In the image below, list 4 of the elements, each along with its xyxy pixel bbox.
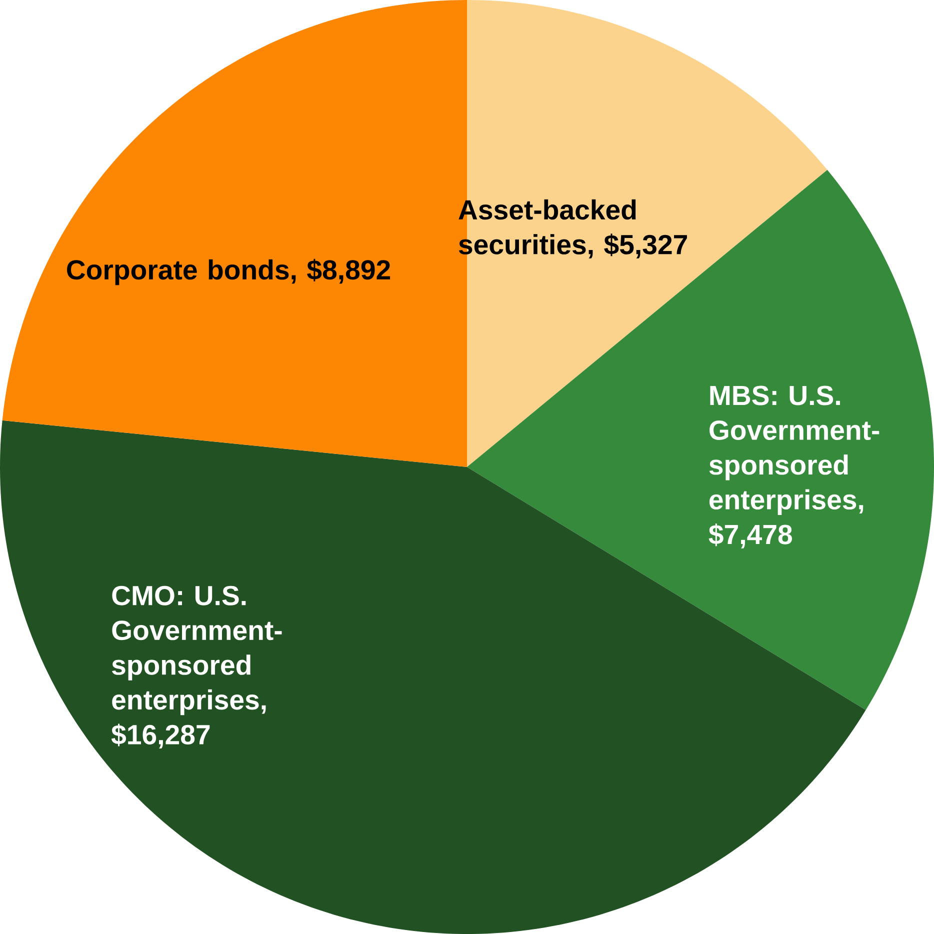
slice-label: MBS: U.S. Government-sponsored enterprises, $7,478 — [708, 386, 880, 548]
slice-label: Corporate bonds, $8,892 — [67, 258, 390, 286]
slice-label: Asset-backed securities, $5,327 — [458, 199, 687, 258]
slice-label: CMO: U.S. Government-sponsored enterprises, $16,287 — [111, 586, 282, 748]
